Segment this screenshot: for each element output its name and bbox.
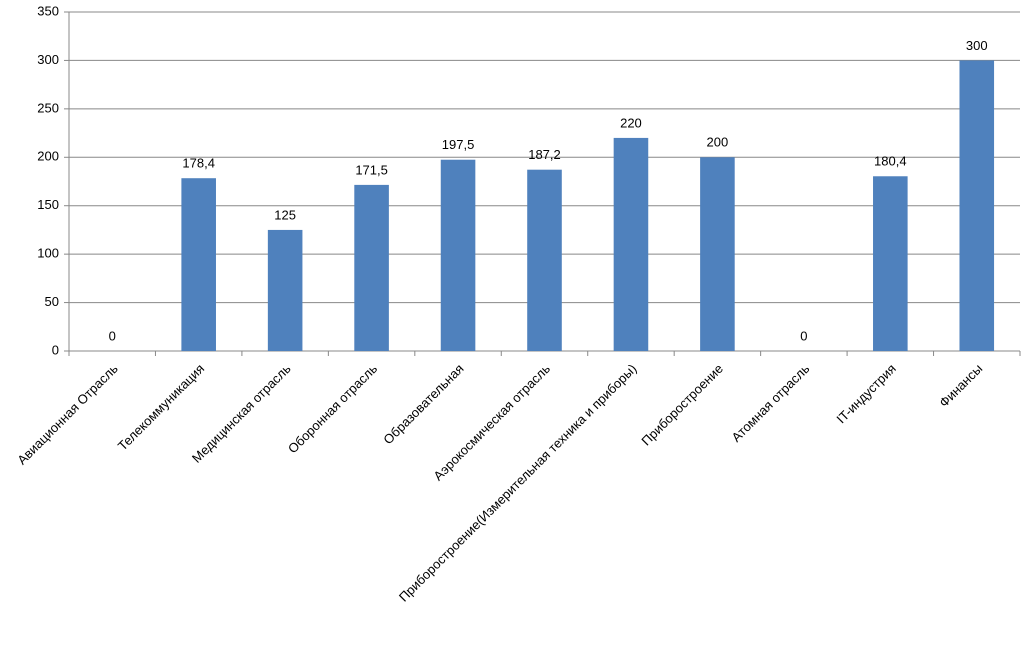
bar <box>527 169 562 351</box>
bar <box>181 178 216 351</box>
bar <box>267 229 303 351</box>
x-tick-label: Образовательная <box>380 361 466 447</box>
bar <box>700 157 735 351</box>
bar <box>354 184 389 351</box>
data-label: 200 <box>707 135 729 150</box>
data-label: 187,2 <box>528 147 561 162</box>
data-label: 171,5 <box>355 162 388 177</box>
data-label: 220 <box>620 115 642 130</box>
data-label: 178,4 <box>182 156 215 171</box>
y-tick-label: 350 <box>37 3 59 18</box>
x-tick-label: Финансы <box>936 361 985 410</box>
y-tick-label: 100 <box>37 246 59 261</box>
x-tick-label: Атомная отрасль <box>729 361 813 445</box>
bar <box>613 137 649 351</box>
x-tick-label: Телекоммуникация <box>115 361 207 453</box>
data-label: 0 <box>109 328 116 343</box>
data-label: 125 <box>274 207 296 222</box>
x-tick-label: IT-индустрия <box>833 361 898 426</box>
x-tick-label: Медицинская отрасль <box>189 361 294 466</box>
bar <box>873 176 908 351</box>
y-tick-label: 0 <box>52 342 59 357</box>
x-tick-label: Авиационная Отрасль <box>14 361 121 468</box>
y-tick-label: 50 <box>45 294 59 309</box>
data-label: 0 <box>800 328 807 343</box>
data-label: 197,5 <box>442 137 475 152</box>
x-tick-label: Приборостроение <box>638 361 726 449</box>
y-tick-label: 300 <box>37 52 59 67</box>
y-tick-label: 200 <box>37 149 59 164</box>
data-label: 300 <box>966 38 988 53</box>
bar <box>959 60 995 352</box>
x-tick-label: Оборонная отрасль <box>285 361 380 456</box>
y-tick-label: 250 <box>37 100 59 115</box>
bar <box>440 159 476 351</box>
data-label: 180,4 <box>874 154 907 169</box>
y-tick-label: 150 <box>37 197 59 212</box>
